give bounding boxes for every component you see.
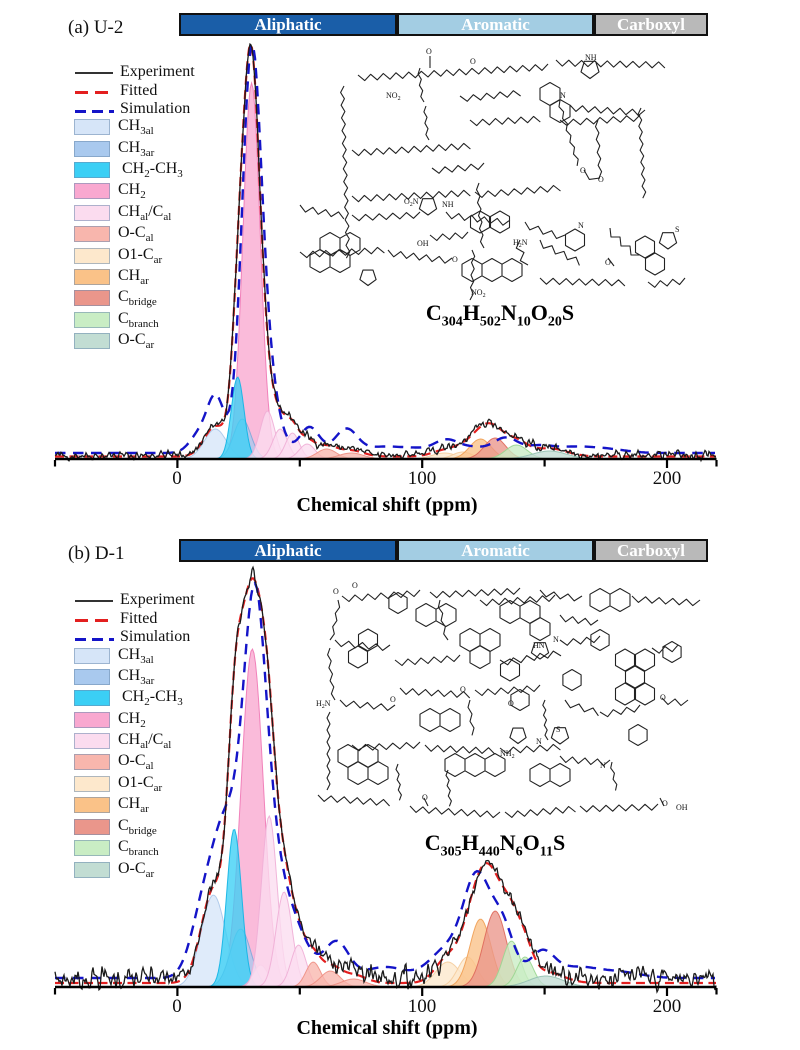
svg-text:O: O [660, 693, 666, 702]
svg-text:O: O [605, 258, 611, 267]
svg-text:S: S [556, 725, 560, 734]
svg-text:O: O [508, 699, 514, 708]
svg-text:HN: HN [533, 641, 545, 650]
svg-text:NO2: NO2 [471, 288, 486, 299]
svg-text:NH: NH [442, 200, 454, 209]
svg-text:N: N [536, 737, 542, 746]
svg-text:O: O [426, 47, 432, 56]
svg-text:O: O [460, 685, 466, 694]
svg-text:N: N [560, 91, 566, 100]
svg-text:NH2: NH2 [500, 749, 515, 760]
svg-text:O: O [662, 799, 668, 808]
svg-text:O: O [390, 695, 396, 704]
svg-text:N: N [553, 635, 559, 644]
svg-text:NO2: NO2 [386, 91, 401, 102]
svg-text:O: O [333, 587, 339, 596]
svg-text:O: O [452, 255, 458, 264]
svg-text:O: O [470, 57, 476, 66]
svg-text:NH: NH [585, 53, 597, 62]
svg-text:O: O [352, 581, 358, 590]
svg-text:S: S [675, 225, 679, 234]
svg-text:O: O [580, 166, 586, 175]
svg-text:OH: OH [417, 239, 429, 248]
svg-text:N: N [578, 221, 584, 230]
svg-text:N: N [600, 761, 606, 770]
svg-text:H2N: H2N [513, 238, 528, 249]
svg-text:O2N: O2N [404, 197, 419, 208]
svg-text:H2N: H2N [316, 699, 331, 710]
svg-text:O: O [598, 175, 604, 184]
svg-text:O: O [422, 793, 428, 802]
svg-text:OH: OH [676, 803, 688, 812]
